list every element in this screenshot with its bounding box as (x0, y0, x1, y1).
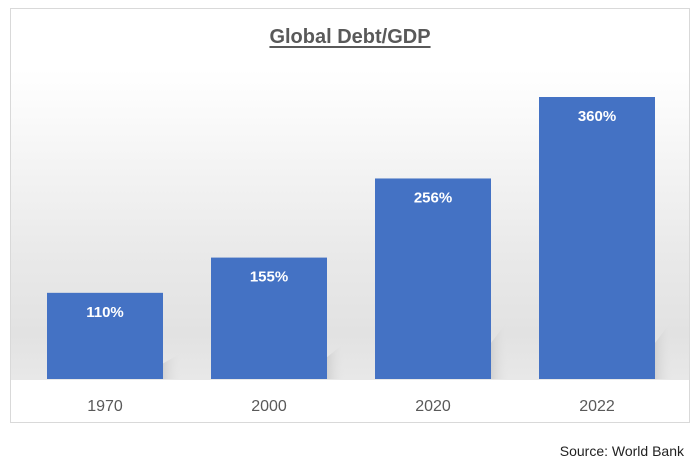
bar-2022 (539, 97, 655, 379)
bar-shadow (655, 319, 673, 379)
bar-shadow (163, 353, 181, 379)
bar-1970 (47, 292, 163, 379)
chart-title: Global Debt/GDP (269, 26, 431, 48)
data-label-2020: 256% (414, 189, 452, 206)
x-tick-label-2020: 2020 (415, 398, 451, 415)
data-label-2000: 155% (250, 269, 288, 286)
x-tick-label-2022: 2022 (579, 398, 615, 415)
bar-2000 (211, 257, 327, 379)
bar-shadow (327, 342, 345, 379)
bar-shadow (491, 319, 509, 379)
data-label-1970: 110% (86, 304, 124, 321)
x-tick-label-1970: 1970 (87, 398, 123, 415)
data-label-2022: 360% (578, 108, 616, 125)
source-note: Source: World Bank (559, 443, 684, 459)
bar-2020 (375, 178, 491, 379)
x-tick-label-2000: 2000 (251, 398, 287, 415)
